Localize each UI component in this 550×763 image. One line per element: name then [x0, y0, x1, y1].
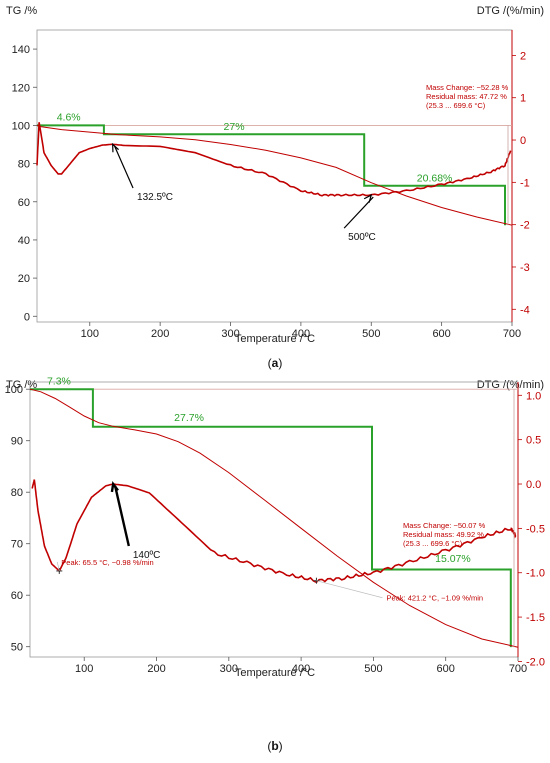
peak-label: Peak: 65.5 °C, −0.98 %/min: [61, 558, 153, 567]
x-tick-label: 700: [503, 328, 521, 340]
dtg-curve: [36, 122, 512, 197]
annotation-arrow: [114, 146, 134, 189]
step-line: [37, 124, 506, 226]
mass-change-text: Mass Change: −52.28 %: [426, 83, 509, 92]
step-percent-label: 7.3%: [47, 376, 71, 388]
step-percent-label: 27.7%: [174, 412, 204, 424]
panel-a-y2label: DTG /(%/min): [477, 5, 544, 17]
peak-leader: [56, 561, 60, 572]
x-tick-label: 400: [292, 328, 310, 340]
annotation-arrow: [343, 196, 374, 229]
y2-tick-label: -1.0: [526, 568, 545, 580]
step-percent-label: 27%: [224, 121, 245, 133]
mass-change-text: Mass Change: −50.07 %: [403, 521, 486, 530]
annotation-label: 132.5ºC: [137, 192, 173, 203]
panel-a-x-ticks: 100 200 300 400 500 600 700: [81, 322, 521, 340]
x-tick-label: 600: [432, 328, 450, 340]
mass-change-text: (25.3 ... 699.6 °C): [403, 539, 463, 548]
y2-tick-label: 1: [520, 93, 526, 105]
y2-tick-label: 1.0: [526, 390, 541, 402]
panel-b-plot-frame: [29, 381, 519, 658]
panel-b-caption: (b): [267, 739, 282, 753]
panel-b-y2-ticks: 1.0 0.5 0.0 -0.5 -1.0 -1.5 -2.0: [517, 382, 545, 668]
x-tick-label: 500: [364, 663, 382, 675]
y-tick-label: 60: [11, 590, 23, 602]
panel-a-xlabel: Temperature /°C: [235, 333, 315, 345]
y-tick-label: 20: [18, 273, 30, 285]
y2-tick-label: -2: [520, 220, 530, 232]
step-percent-label: 4.6%: [57, 112, 81, 124]
x-tick-label: 700: [509, 663, 527, 675]
y2-tick-label: 0: [520, 135, 526, 147]
panel-b-x-ticks: 100 200 300 400 500 600 700: [75, 657, 527, 675]
annotation-arrow: [113, 485, 130, 547]
panel-a-caption: (a): [268, 356, 283, 370]
y-tick-label: 0: [24, 311, 30, 323]
y-tick-label: 80: [18, 159, 30, 171]
y-tick-label: 90: [11, 436, 23, 448]
y2-tick-label: -3: [520, 262, 530, 274]
panel-a-y-ticks: 0 20 40 60 80 100 120 140: [12, 44, 37, 323]
y-tick-label: 80: [11, 487, 23, 499]
panel-a-lines: 4.6% 27% 20.68% 132.5ºC 500ºC Mass Change: −5…: [36, 83, 513, 243]
y-tick-label: 60: [18, 197, 30, 209]
panel-b-xlabel: Temperature /°C: [235, 667, 315, 679]
step-percent-label: 20.68%: [417, 173, 453, 185]
panel-b-ylabel: TG /%: [6, 379, 37, 391]
y2-tick-label: -1.5: [526, 612, 545, 624]
x-tick-label: 600: [437, 663, 455, 675]
x-tick-label: 300: [220, 663, 238, 675]
x-tick-label: 100: [81, 328, 99, 340]
x-tick-label: 100: [75, 663, 93, 675]
x-tick-label: 200: [147, 663, 165, 675]
dtg-curve: [31, 479, 517, 584]
step-line: [30, 388, 512, 648]
annotation-label: 140ºC: [133, 550, 161, 561]
y-tick-label: 40: [18, 235, 30, 247]
y2-tick-label: -1: [520, 177, 530, 189]
panel-a-y2-ticks: 2 1 0 -1 -2 -3 -4: [511, 30, 530, 322]
peak-label: Peak: 421.2 °C, −1.09 %/min: [386, 594, 483, 603]
annotation-arrowhead: [110, 481, 119, 493]
y-tick-label: 50: [11, 642, 23, 654]
step-percent-label: 15.07%: [435, 553, 471, 565]
annotation-label: 500ºC: [348, 232, 376, 243]
panel-b-y-ticks: 50 60 70 80 90 100: [5, 384, 30, 654]
annotation-arrowhead: [363, 193, 373, 203]
y2-tick-label: -0.5: [526, 523, 545, 535]
y2-tick-label: 2: [520, 50, 526, 62]
y2-tick-label: -4: [520, 304, 530, 316]
x-tick-label: 500: [362, 328, 380, 340]
y2-tick-label: 0.0: [526, 479, 541, 491]
x-tick-label: 200: [151, 328, 169, 340]
tg-curve: [29, 388, 519, 648]
y2-tick-label: 0.5: [526, 435, 541, 447]
mass-change-text: (25.3 ... 699.6 °C): [426, 101, 486, 110]
annotation-arrowhead: [111, 142, 119, 153]
tg-curve: [36, 124, 513, 226]
y-tick-label: 70: [11, 539, 23, 551]
panel-a-ylabel: TG /%: [6, 5, 37, 17]
mass-change-text: Residual mass: 49.92 %: [403, 530, 484, 539]
peak-leader: [316, 580, 383, 599]
mass-change-text: Residual mass: 47.72 %: [426, 92, 507, 101]
y-tick-label: 100: [5, 384, 23, 396]
y-tick-label: 140: [12, 44, 30, 56]
panel-a: TG /% DTG /(%/min) 0 20 40 60 80 100 120 140 2 1…: [6, 5, 544, 370]
x-tick-label: 400: [292, 663, 310, 675]
y-tick-label: 120: [12, 82, 30, 94]
x-tick-label: 300: [221, 328, 239, 340]
y-tick-label: 100: [12, 120, 30, 132]
y2-tick-label: -2.0: [526, 656, 545, 668]
